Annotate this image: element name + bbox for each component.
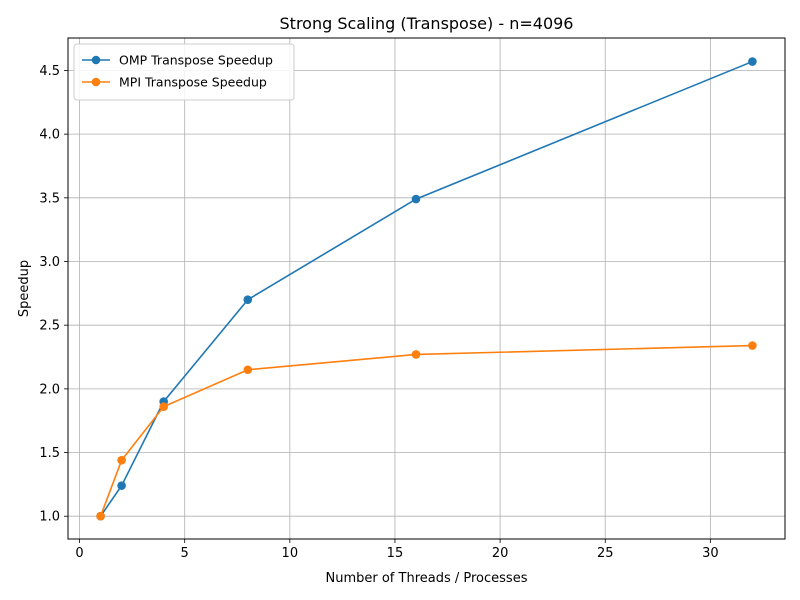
series-line xyxy=(99,60,753,517)
y-tick-label: 1.0 xyxy=(39,510,60,525)
y-tick-label: 4.5 xyxy=(39,64,60,79)
x-tick-label: 25 xyxy=(597,546,614,561)
data-point xyxy=(748,341,757,350)
x-tick-label: 0 xyxy=(75,546,83,561)
data-point xyxy=(243,365,253,375)
y-axis-label: Speedup xyxy=(17,260,32,317)
legend: OMP Transpose Speedup MPI Transpose Speed… xyxy=(73,43,295,101)
x-tick-label: 20 xyxy=(492,546,509,561)
data-point xyxy=(411,350,421,359)
y-tick-label: 2.0 xyxy=(39,382,60,397)
x-tick-label: 15 xyxy=(387,546,404,561)
x-axis-label: Number of Threads / Processes xyxy=(326,571,528,586)
plot-frame xyxy=(67,37,786,540)
y-tick-label: 4.0 xyxy=(39,128,60,143)
series-1 xyxy=(96,57,757,521)
data-point xyxy=(243,295,253,305)
chart-title: Strong Scaling (Transpose) - n=4096 xyxy=(280,14,574,33)
legend-label: MPI Transpose Speedup xyxy=(119,75,267,90)
data-point xyxy=(117,455,126,465)
x-tick-label: 10 xyxy=(282,546,299,561)
y-tick-label: 1.5 xyxy=(39,446,60,461)
x-tick-label: 5 xyxy=(181,546,189,561)
y-axis-ticks: 1.0 1.5 2.0 2.5 3.0 3.5 4.0 4.5 xyxy=(39,64,68,525)
y-tick-label: 3.5 xyxy=(39,191,60,206)
series-layer xyxy=(96,57,757,521)
data-point xyxy=(117,481,126,490)
legend-label: OMP Transpose Speedup xyxy=(119,53,273,68)
grid xyxy=(68,38,785,539)
x-tick-label: 30 xyxy=(702,546,719,561)
data-point xyxy=(748,57,757,66)
y-tick-label: 3.0 xyxy=(39,255,60,270)
legend-item: OMP Transpose Speedup xyxy=(82,53,273,68)
legend-box xyxy=(73,43,295,101)
y-tick-label: 2.5 xyxy=(39,319,60,334)
data-point xyxy=(411,194,421,204)
legend-marker xyxy=(91,77,101,87)
legend-item: MPI Transpose Speedup xyxy=(82,75,267,90)
x-axis-ticks: 0 5 10 15 20 25 30 xyxy=(75,539,719,561)
legend-marker xyxy=(91,55,101,65)
data-point xyxy=(159,402,168,411)
series-2 xyxy=(96,341,757,521)
series-line xyxy=(99,344,753,517)
data-point xyxy=(96,511,105,521)
